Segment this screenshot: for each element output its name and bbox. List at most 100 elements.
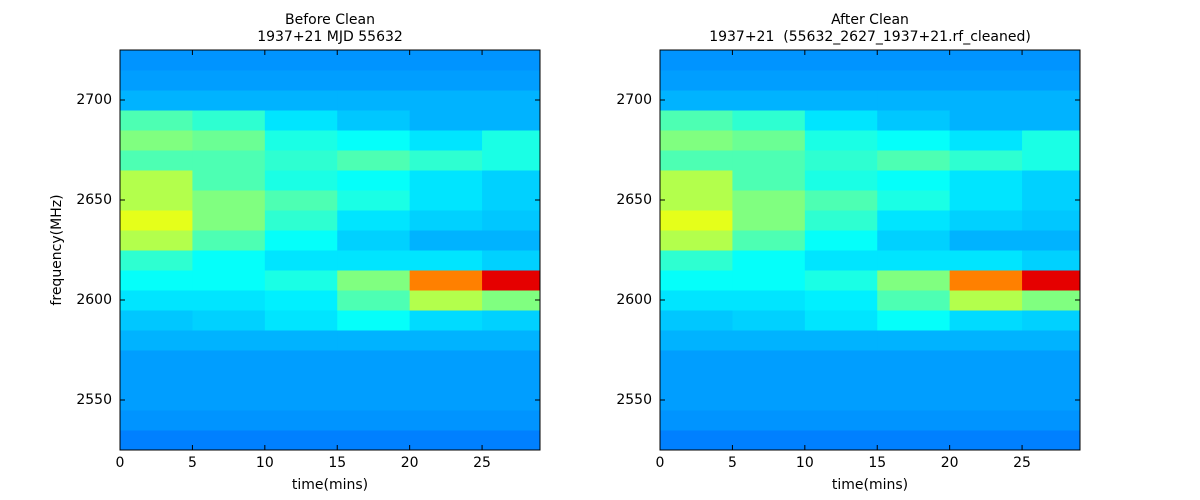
heat-cell (120, 50, 193, 71)
heat-cell (192, 330, 266, 351)
y-tick-label: 2600 (76, 292, 112, 308)
heat-cell (660, 410, 733, 431)
heat-cell (732, 290, 806, 311)
heat-cell (192, 410, 266, 431)
heat-cell (192, 350, 266, 371)
heat-cell (409, 310, 483, 331)
heat-cell (120, 410, 193, 431)
heat-cell (482, 390, 541, 411)
heat-cell (1022, 230, 1081, 251)
heat-cell (732, 150, 806, 171)
heat-cell (877, 350, 951, 371)
heat-cell (192, 430, 266, 451)
heat-cell (804, 290, 878, 311)
heat-cell (482, 370, 541, 391)
heat-cell (120, 110, 193, 131)
heat-cell (409, 370, 483, 391)
heat-cell (337, 170, 411, 191)
heat-cell (120, 430, 193, 451)
y-tick-label: 2650 (76, 192, 112, 208)
heat-cell (949, 350, 1023, 371)
heat-cell (120, 350, 193, 371)
heat-cell (120, 390, 193, 411)
heat-cell (949, 270, 1023, 291)
heat-cell (409, 270, 483, 291)
heat-cell (264, 130, 338, 151)
plot-frame (659, 49, 1081, 451)
heat-cell (949, 170, 1023, 191)
heat-cell (409, 250, 483, 271)
y-tick-label: 2650 (616, 192, 652, 208)
heat-cell (732, 390, 806, 411)
heat-cell (1022, 390, 1081, 411)
heat-cell (264, 50, 338, 71)
heat-cell (804, 70, 878, 91)
heat-cell (804, 230, 878, 251)
heat-cell (264, 210, 338, 231)
heat-cell (949, 390, 1023, 411)
heat-cell (660, 390, 733, 411)
heat-cell (732, 210, 806, 231)
heat-cell (804, 210, 878, 231)
heat-cell (949, 410, 1023, 431)
heat-cell (409, 90, 483, 111)
heat-cell (482, 70, 541, 91)
heat-cell (877, 110, 951, 131)
heat-cell (409, 170, 483, 191)
heat-cell (732, 250, 806, 271)
heat-cell (804, 310, 878, 331)
heat-cell (120, 230, 193, 251)
chart-subtitle: 1937+21 (55632_2627_1937+21.rf_cleaned) (709, 29, 1031, 45)
heat-cell (192, 250, 266, 271)
heat-cell (1022, 170, 1081, 191)
heat-cell (660, 190, 733, 211)
heat-cell (264, 410, 338, 431)
heat-cell (877, 330, 951, 351)
x-tick-label: 20 (401, 455, 419, 471)
heat-cell (192, 190, 266, 211)
heat-cell (804, 50, 878, 71)
x-axis-label: time(mins) (292, 477, 368, 493)
heat-cell (264, 270, 338, 291)
heat-cell (482, 210, 541, 231)
heat-cell (877, 270, 951, 291)
heat-cell (337, 330, 411, 351)
heat-cell (120, 130, 193, 151)
x-tick-label: 20 (941, 455, 959, 471)
heat-cell (192, 390, 266, 411)
heat-cell (1022, 210, 1081, 231)
heat-cell (660, 210, 733, 231)
heat-cell (1022, 150, 1081, 171)
heat-cell (877, 390, 951, 411)
heat-cell (660, 110, 733, 131)
heat-cell (337, 290, 411, 311)
heat-cell (804, 330, 878, 351)
heat-cell (1022, 190, 1081, 211)
heat-cell (877, 190, 951, 211)
heat-cell (732, 270, 806, 291)
heat-cell (409, 410, 483, 431)
heat-cell (949, 250, 1023, 271)
heat-cell (120, 70, 193, 91)
heat-cell (877, 430, 951, 451)
heat-cell (877, 370, 951, 391)
heat-cell (409, 210, 483, 231)
heat-cell (732, 50, 806, 71)
heat-cell (120, 170, 193, 191)
heat-cell (192, 170, 266, 191)
heat-cell (264, 230, 338, 251)
heat-cell (264, 90, 338, 111)
heat-cell (732, 90, 806, 111)
heat-cell (120, 370, 193, 391)
heat-cell (337, 210, 411, 231)
heat-cell (660, 170, 733, 191)
heat-cell (1022, 290, 1081, 311)
x-tick-label: 5 (188, 455, 197, 471)
x-tick-label: 25 (473, 455, 491, 471)
heat-cell (337, 370, 411, 391)
heat-cell (337, 310, 411, 331)
heat-cell (409, 50, 483, 71)
x-tick-label: 15 (868, 455, 886, 471)
x-tick-label: 0 (656, 455, 665, 471)
heat-cell (660, 270, 733, 291)
